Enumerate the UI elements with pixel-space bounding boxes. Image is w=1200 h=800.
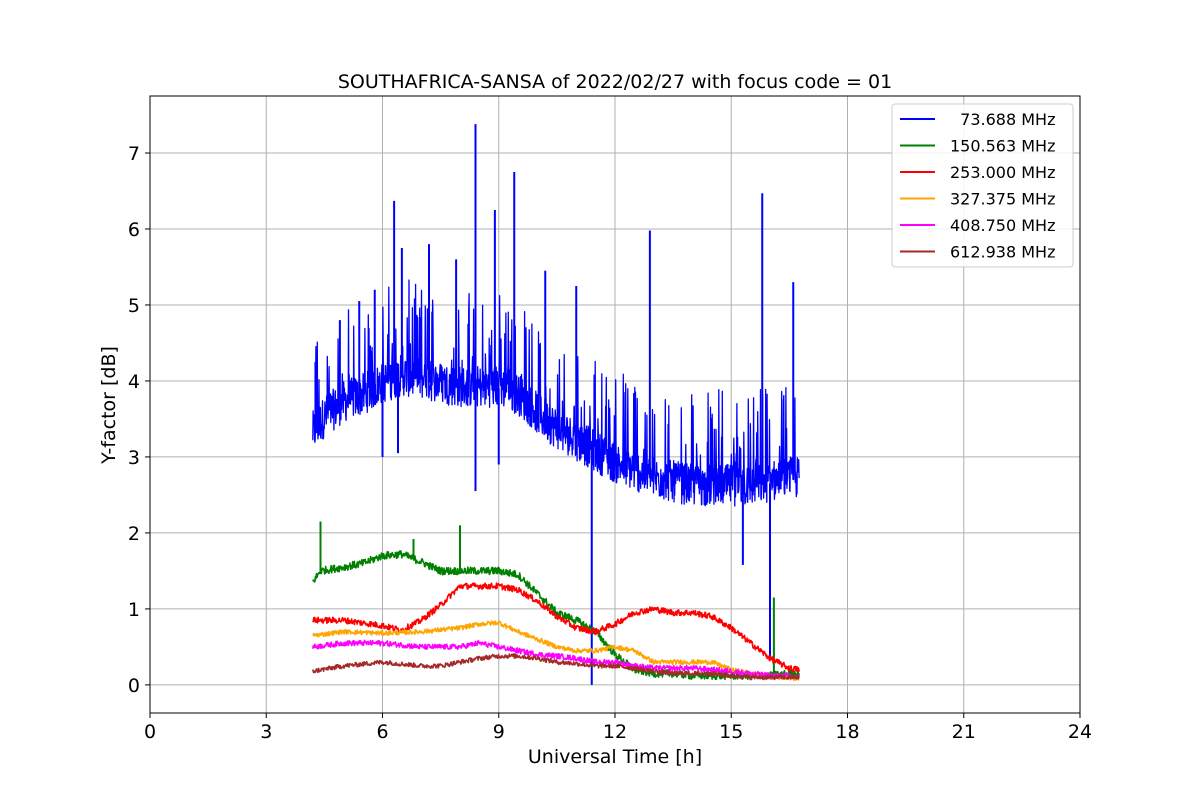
y-tick-label: 4 [128,371,140,393]
legend-label: 73.688 MHz [950,110,1055,129]
x-axis-label: Universal Time [h] [528,746,702,768]
x-tick-label: 12 [603,721,627,743]
legend-label: 408.750 MHz [950,216,1055,235]
y-axis-label: Y-factor [dB] [98,346,120,465]
legend-box [891,103,1074,268]
x-tick-label: 9 [493,721,505,743]
x-tick-label: 3 [260,721,272,743]
y-tick-label: 1 [128,599,140,621]
y-tick-label: 0 [128,675,140,697]
legend-label: 150.563 MHz [950,137,1055,156]
x-tick-label: 15 [719,721,743,743]
legend-label: 612.938 MHz [950,243,1055,262]
x-axis-ticks: 0 3 6 9 12 15 18 21 24 [144,713,1092,743]
legend-label: 327.375 MHz [950,190,1055,209]
y-tick-label: 3 [128,447,140,469]
series-line [312,582,800,673]
y-tick-label: 7 [128,143,140,165]
y-tick-label: 6 [128,219,140,241]
y-tick-label: 2 [128,523,140,545]
series-line [312,639,800,680]
plot-area [312,124,800,685]
series-line [312,653,800,681]
series-line [312,620,800,682]
legend: 73.688 MHz 150.563 MHz 253.000 MHz 327.375 … [891,103,1074,268]
x-tick-label: 0 [144,721,156,743]
y-tick-label: 5 [128,295,140,317]
x-tick-label: 6 [376,721,388,743]
chart-title: SOUTHAFRICA-SANSA of 2022/02/27 with foc… [338,71,892,93]
legend-label: 253.000 MHz [950,163,1055,182]
x-tick-label: 24 [1068,721,1092,743]
x-tick-label: 21 [952,721,976,743]
y-axis-ticks: 0 1 2 3 4 5 6 7 [128,143,150,697]
x-tick-label: 18 [835,721,859,743]
